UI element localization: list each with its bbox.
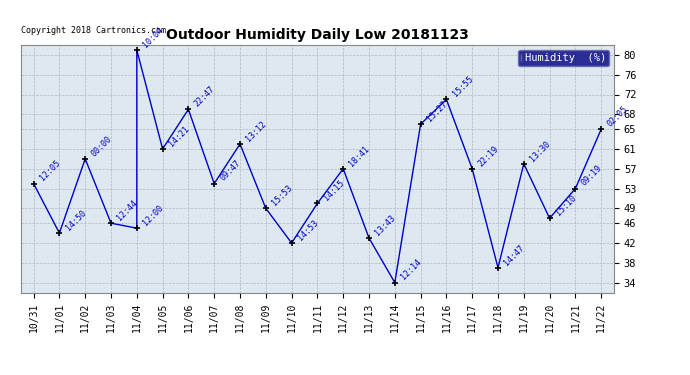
Text: 00:00: 00:00: [90, 134, 113, 158]
Text: 14:21: 14:21: [167, 124, 191, 148]
Text: 12:05: 12:05: [38, 159, 62, 183]
Text: 12:14: 12:14: [399, 258, 423, 282]
Text: 13:30: 13:30: [528, 139, 552, 163]
Text: 22:19: 22:19: [476, 144, 500, 168]
Legend: Humidity  (%): Humidity (%): [518, 50, 609, 66]
Text: 15:27: 15:27: [425, 99, 449, 123]
Text: 13:12: 13:12: [244, 119, 268, 143]
Text: 12:00: 12:00: [141, 203, 165, 227]
Text: 22:47: 22:47: [193, 84, 217, 109]
Text: 14:50: 14:50: [63, 208, 88, 232]
Text: 14:47: 14:47: [502, 243, 526, 267]
Text: 10:04: 10:04: [141, 25, 165, 49]
Text: 13:43: 13:43: [373, 213, 397, 237]
Text: 09:47: 09:47: [218, 159, 242, 183]
Text: 18:41: 18:41: [347, 144, 371, 168]
Text: 15:53: 15:53: [270, 183, 294, 208]
Text: 15:55: 15:55: [451, 75, 475, 99]
Text: 14:53: 14:53: [296, 218, 319, 242]
Text: 02:05: 02:05: [605, 104, 629, 128]
Text: 15:10: 15:10: [554, 194, 578, 217]
Title: Outdoor Humidity Daily Low 20181123: Outdoor Humidity Daily Low 20181123: [166, 28, 469, 42]
Text: 14:15: 14:15: [322, 178, 346, 203]
Text: 12:44: 12:44: [115, 198, 139, 222]
Text: 09:19: 09:19: [580, 164, 604, 188]
Text: Copyright 2018 Cartronics.com: Copyright 2018 Cartronics.com: [21, 26, 166, 35]
